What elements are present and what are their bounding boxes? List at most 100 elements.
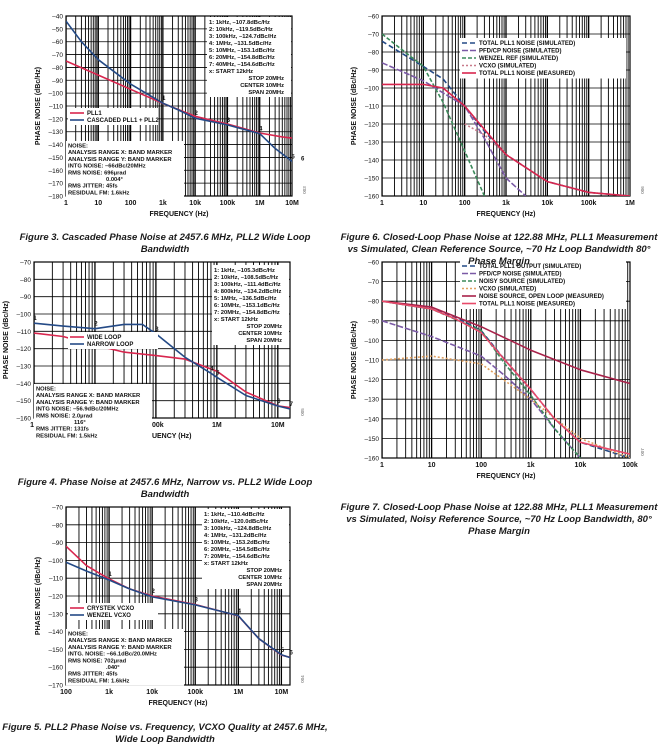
- y-tick-label: –150: [365, 436, 380, 443]
- y-tick-label: –140: [17, 381, 32, 388]
- noise-box-bg: [66, 141, 184, 198]
- marker-table-line: 4: 1MHz, –131.5dBc/Hz: [209, 41, 272, 47]
- y-tick-label: –150: [365, 176, 380, 183]
- legend-label: TOTAL PLL1 OUTPUT (SIMULATED): [479, 264, 581, 270]
- x-tick-label: 10M: [285, 200, 299, 207]
- legend-box: [68, 108, 158, 125]
- marker-table-line: 2: 10kHz, –120.0dBc/Hz: [204, 519, 268, 525]
- y-tick-label: –110: [49, 104, 63, 111]
- x-tick-label: 100: [60, 689, 72, 696]
- marker-table-line: 1: 1kHz, –105.3dBc/Hz: [214, 268, 275, 274]
- marker-table-line: 7: 20MHz, –154.8dBc/Hz: [214, 310, 280, 316]
- y-tick-label: –70: [52, 505, 63, 512]
- y-tick-label: –120: [365, 122, 380, 129]
- legend-label: NARROW LOOP: [87, 342, 133, 348]
- caption-fig4: Figure 4. Phase Noise at 2457.6 MHz, Nar…: [17, 477, 313, 500]
- series-line-2: [382, 62, 527, 196]
- series-line-4: [382, 355, 630, 458]
- y-tick-label: –80: [368, 50, 379, 57]
- series-line-6: [382, 300, 630, 455]
- noise-box-line: NOISE:: [36, 387, 56, 393]
- y-tick-label: –80: [20, 277, 31, 284]
- marker-label: 5: [281, 648, 285, 654]
- marker-label: 5: [216, 370, 220, 376]
- legend-label: VCXO (SIMULATED): [479, 287, 536, 293]
- legend-box: [68, 332, 158, 349]
- series-line-2: [66, 20, 292, 163]
- marker-table-line: 1: 1kHz, –107.8dBc/Hz: [209, 20, 270, 26]
- noise-box-line: .040°: [106, 665, 120, 671]
- noise-box-line: RESIDUAL FM: 1.6kHz: [68, 678, 130, 684]
- x-tick-label: 10k: [189, 200, 201, 207]
- y-tick-label: –150: [17, 398, 32, 405]
- x-tick-label: 100: [475, 462, 487, 469]
- x-tick-label: 10k: [146, 689, 158, 696]
- series-group: [66, 20, 292, 163]
- legend-label: TOTAL PLL1 NOISE (MEASURED): [479, 302, 575, 308]
- noise-box-line: ANALYSIS RANGE Y: BAND MARKER: [68, 157, 172, 163]
- marker-label: 7: [290, 402, 294, 408]
- noise-box-line: RMS NOISE: 702µrad: [68, 658, 127, 664]
- x-axis-label: FREQUENCY (Hz): [150, 211, 209, 218]
- legend-box: [460, 38, 626, 79]
- y-tick-label: –90: [52, 540, 63, 547]
- legend-box: [68, 603, 158, 620]
- fig5-chart: –170 –160 –150 –140 –130 –120 –110 –100 –90 –80 –7…: [35, 505, 305, 708]
- marker-table-line: 3: 100kHz, –124.8dBc/Hz: [204, 526, 271, 532]
- marker-table-line: 3: 100kHz, –124.7dBc/Hz: [209, 34, 276, 40]
- legend: TOTAL PLL1 NOISE (SIMULATED) PFD/CP NOISE…: [460, 38, 626, 79]
- noise-box-line: RMS NOISE: 2.0µrad: [36, 413, 93, 419]
- x-tick-label: 1k: [502, 200, 510, 207]
- noise-box-line: RMS NOISE: 696µrad: [68, 170, 127, 176]
- y-axis-label: PHASE NOISE (dBc/Hz): [35, 557, 42, 635]
- y-tick-label: –160: [365, 456, 380, 463]
- plot-frame: [33, 261, 291, 419]
- x-tick-label: 10k: [575, 462, 587, 469]
- y-axis-label: PHASE NOISE (dBc/Hz): [35, 67, 42, 145]
- noise-box-line: ANALYSIS RANGE X: BAND MARKER: [36, 393, 141, 399]
- figure-code: 006: [640, 186, 645, 194]
- figure-code: 004: [300, 675, 305, 683]
- marker-table-line: SPAN 20MHz: [246, 338, 282, 344]
- y-axis-label: PHASE NOISE (dBc/Hz): [351, 321, 358, 399]
- y-tick-label: –130: [365, 140, 380, 147]
- x-tick-label: 1k: [527, 462, 535, 469]
- y-axis-label: PHASE NOISE (dBc/Hz): [351, 67, 358, 145]
- marker-label: 2: [194, 111, 198, 117]
- noise-box-line: NOISE:: [68, 144, 88, 150]
- x-tick-label: 1k: [159, 200, 167, 207]
- y-tick-label: –130: [49, 611, 64, 618]
- y-tick-label: –100: [49, 558, 64, 565]
- legend-label: PLL1: [87, 111, 102, 117]
- y-tick-label: –90: [52, 78, 63, 85]
- y-tick-label: –160: [365, 194, 380, 201]
- series-line-1: [66, 60, 292, 139]
- y-tick-label: –100: [17, 312, 32, 319]
- marker-label: 5: [291, 154, 295, 160]
- y-tick-label: –140: [365, 416, 380, 423]
- y-tick-label: –90: [368, 68, 379, 75]
- series-line-3: [382, 33, 486, 196]
- x-tick-label: 1M: [625, 200, 635, 207]
- series-line-2: [66, 561, 290, 659]
- y-tick-label: –120: [49, 116, 64, 123]
- marker-table-line: 4: 1MHz, –131.2dBc/Hz: [204, 533, 267, 539]
- marker-table: 1: 1kHz, –110.4dBc/Hz2: 10kHz, –120.0dBc…: [202, 509, 289, 589]
- noise-box-bg: [34, 384, 152, 441]
- fig3-chart: –180 –170 –160 –150 –140 –130 –120 –110 –100 –90 –…: [35, 14, 307, 219]
- marker-label: 3: [155, 327, 159, 333]
- legend-label: WIDE LOOP: [87, 335, 121, 341]
- x-tick-label: 10: [428, 462, 436, 469]
- y-tick-label: –90: [20, 294, 31, 301]
- marker-table-line: 4: 800kHz, –134.2dBc/Hz: [214, 289, 281, 295]
- series-group: [382, 300, 630, 458]
- x-tick-label: 10M: [275, 689, 289, 696]
- marker-table-box: [212, 265, 289, 345]
- marker-table-line: 7: 20MHz, –154.6dBc/Hz: [204, 554, 270, 560]
- y-tick-label: –70: [368, 279, 379, 286]
- noise-box-line: RMS JITTER: 131fs: [36, 427, 89, 433]
- y-tick-label: –70: [368, 32, 379, 39]
- legend-label: NOISE SOURCE, OPEN LOOP (MEASURED): [479, 294, 604, 300]
- marker-table-line: STOP 20MHz: [246, 568, 282, 574]
